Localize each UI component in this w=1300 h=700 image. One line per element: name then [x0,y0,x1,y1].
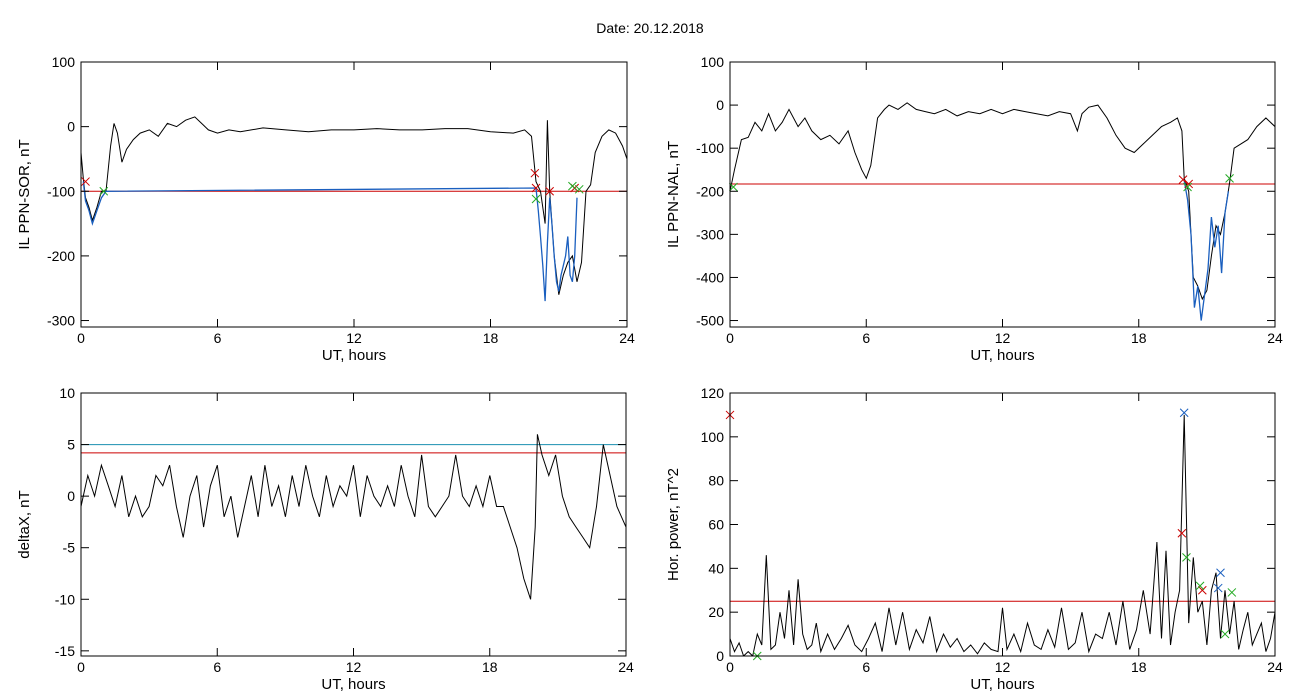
series-line-2 [1183,180,1230,321]
y-tick-label: -5 [63,540,76,556]
x-tick-label: 24 [1267,659,1283,675]
data-marker [1220,629,1230,639]
data-marker [1177,528,1187,538]
data-marker [1195,581,1205,591]
x-tick-label: 0 [77,659,85,675]
data-marker [531,194,541,204]
data-marker [1197,585,1207,595]
y-tick-label: -200 [696,183,724,199]
series-line-1 [730,414,1275,656]
x-tick-label: 12 [995,330,1011,346]
x-tick-label: 12 [346,659,362,675]
x-tick-label: 18 [483,330,499,346]
panel-4: 0 6 12 18 24 0 20 40 60 80 100 120 UT, hours Hor. pow… [665,385,1283,693]
y-axis-label: Hor. power, nT^2 [665,468,682,581]
y-tick-label: 0 [67,488,75,504]
y-tick-label: 0 [67,119,75,135]
x-axis-label: UT, hours [970,347,1034,364]
panel-1: 0 6 12 18 24 -300 -200 -100 0 100 UT, hours IL PPN-… [16,54,635,364]
data-marker [1178,175,1188,184]
data-marker [1182,553,1191,562]
y-tick-label: -500 [696,313,724,329]
x-tick-label: 6 [214,330,222,346]
x-tick-label: 24 [618,659,634,675]
x-tick-label: 18 [482,659,498,675]
x-axis-label: UT, hours [322,347,386,364]
plot-frame [80,392,627,657]
data-marker [1183,182,1192,192]
plot-frame [729,392,1276,657]
panel-2: 0 6 12 18 24 -500 -400 -300 -200 -100 0 100 UT, hour… [665,54,1283,364]
series-line-1 [81,434,626,600]
x-tick-label: 6 [213,659,221,675]
y-tick-label: 60 [708,517,724,533]
y-axis-label: IL PPN-SOR, nT [16,139,33,249]
y-tick-label: -100 [696,140,724,156]
data-marker [1227,588,1237,597]
y-tick-label: -300 [47,313,75,329]
page-title: Date: 20.12.2018 [596,20,704,36]
data-marker [545,186,555,196]
data-marker [1225,173,1234,183]
data-marker [574,184,584,194]
data-marker [99,186,109,196]
x-tick-label: 24 [619,330,635,346]
y-tick-label: 0 [716,648,724,664]
x-tick-label: 24 [1267,330,1283,346]
y-tick-label: 0 [716,97,724,113]
y-tick-label: 100 [52,54,76,70]
y-axis-label: deltaX, nT [16,490,33,558]
y-tick-label: 100 [701,54,725,70]
series-line-1 [81,116,627,295]
data-marker [1213,583,1223,593]
y-tick-label: 80 [708,473,724,489]
data-marker [1179,408,1189,418]
data-marker [531,183,541,193]
series-line-2 [82,181,578,302]
data-marker [81,177,90,186]
series-line-1 [730,102,1275,301]
x-axis-label: UT, hours [970,676,1034,693]
x-tick-label: 6 [862,659,870,675]
y-tick-label: -300 [696,226,724,242]
data-marker [1216,568,1225,578]
data-marker [530,168,540,178]
data-marker [729,182,738,192]
y-tick-label: -100 [47,183,75,199]
data-marker [568,181,577,191]
data-marker [1184,179,1194,189]
y-tick-label: 20 [708,604,724,620]
x-tick-label: 12 [995,659,1011,675]
y-tick-label: -200 [47,248,75,264]
x-axis-label: UT, hours [321,676,385,693]
y-tick-label: 100 [701,429,725,445]
y-tick-label: -15 [55,643,75,659]
y-axis-label: IL PPN-NAL, nT [665,141,682,248]
y-tick-label: -400 [696,269,724,285]
x-tick-label: 12 [346,330,362,346]
x-tick-label: 0 [726,330,734,346]
x-tick-label: 18 [1131,330,1147,346]
y-tick-label: -10 [55,591,75,607]
y-tick-label: 40 [708,560,724,576]
y-tick-label: 5 [67,437,75,453]
panel-3: 0 6 12 18 24 -15 -10 -5 0 5 10 UT, hours deltaX, nT [16,385,634,693]
x-tick-label: 6 [862,330,870,346]
y-tick-label: 120 [701,385,725,401]
x-tick-label: 18 [1131,659,1147,675]
y-tick-label: 10 [59,385,75,401]
x-tick-label: 0 [77,330,85,346]
x-tick-label: 0 [726,659,734,675]
